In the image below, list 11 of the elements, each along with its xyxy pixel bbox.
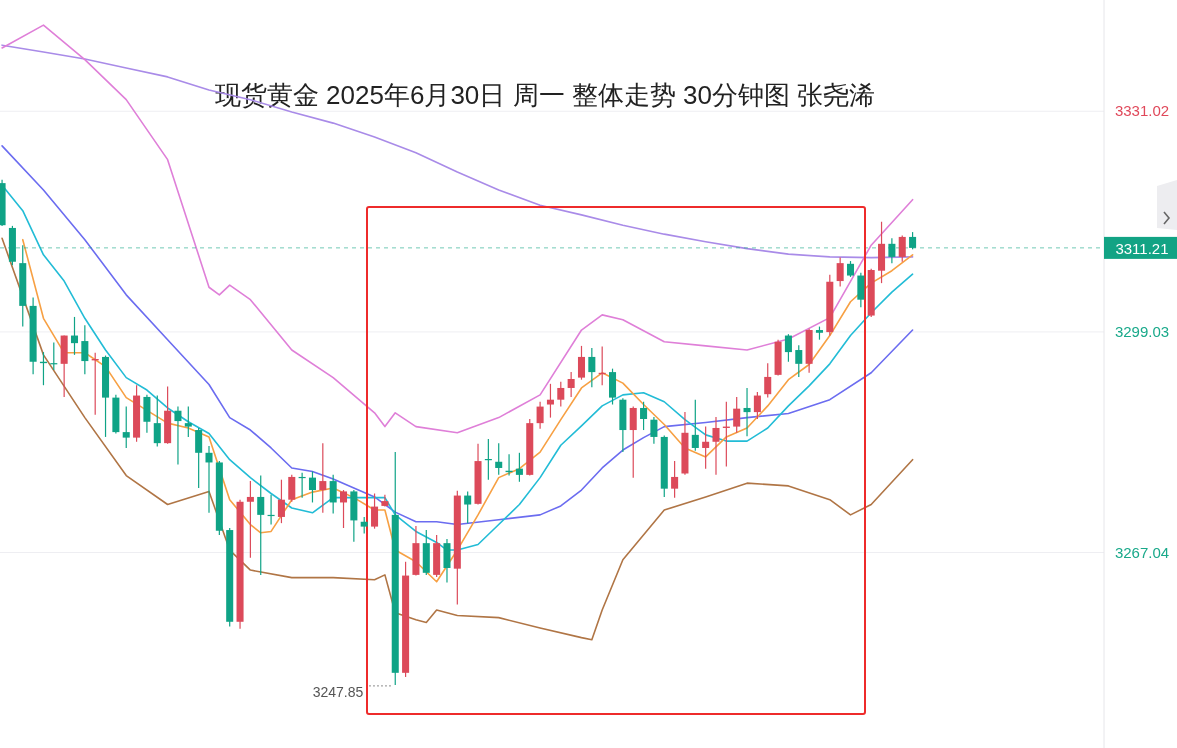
y-tick-label: 3331.02 [1114, 102, 1170, 120]
y-tick-label: 3267.04 [1114, 543, 1170, 561]
line-series [21, 238, 914, 583]
text: 现货黄金 2025年6月30日 周一 整体走势 30分钟图 张尧浠 [214, 80, 876, 110]
annotation: 3247.85 [312, 683, 364, 700]
line-series [1, 145, 914, 526]
line-series [1, 237, 914, 641]
ref-line-label: 3311.21 [1115, 239, 1169, 257]
y-tick-label: 3299.03 [1114, 322, 1170, 340]
line-series [1, 24, 914, 434]
line-series [1, 44, 914, 259]
